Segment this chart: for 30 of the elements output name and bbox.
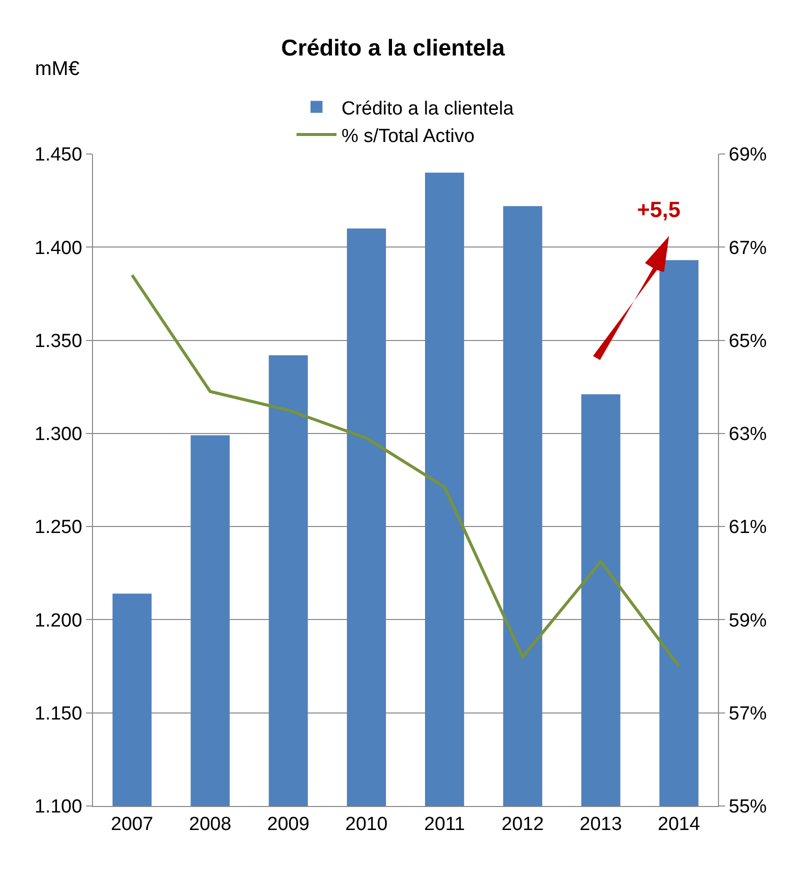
y2-tick-label: 59% [728, 610, 767, 632]
y-tick-label: 1.150 [34, 704, 82, 725]
line-series [130, 274, 680, 668]
y-tick-label: 1.300 [34, 424, 82, 446]
y-tick-label: 1.200 [34, 610, 82, 632]
legend-label: % s/Total Activo [342, 126, 475, 147]
y-axis-title: mM€ [35, 58, 80, 80]
legend-label: Crédito a la clientela [342, 98, 514, 120]
y-tick-label: 1.350 [34, 330, 82, 352]
y2-tick-label: 55% [728, 796, 767, 818]
y-tick-label: 1.100 [34, 796, 82, 818]
x-tick-label: 2014 [658, 814, 700, 835]
x-tick-label: 2013 [580, 814, 622, 835]
y-tick-label: 1.250 [34, 517, 82, 538]
y2-tick-label: 61% [728, 517, 767, 538]
x-tick-label: 2008 [189, 814, 232, 835]
x-tick-label: 2011 [424, 814, 465, 835]
y2-tick-label: 57% [728, 704, 767, 725]
x-tick-label: 2012 [502, 814, 544, 835]
y2-tick-label: 67% [728, 238, 767, 259]
y2-tick-label: 69% [728, 144, 767, 166]
x-tick-label: 2007 [110, 814, 154, 835]
annotation: +5,5 [637, 197, 680, 222]
x-tick-label: 2009 [267, 814, 310, 835]
y-tick-label: 1.400 [34, 238, 82, 259]
x-tick-label: 2010 [345, 814, 388, 835]
chart-title: Crédito a la clientela [281, 34, 506, 61]
y-tick-label: 1.450 [34, 144, 82, 166]
y2-tick-label: 63% [728, 424, 767, 446]
y2-tick-label: 65% [728, 330, 767, 352]
